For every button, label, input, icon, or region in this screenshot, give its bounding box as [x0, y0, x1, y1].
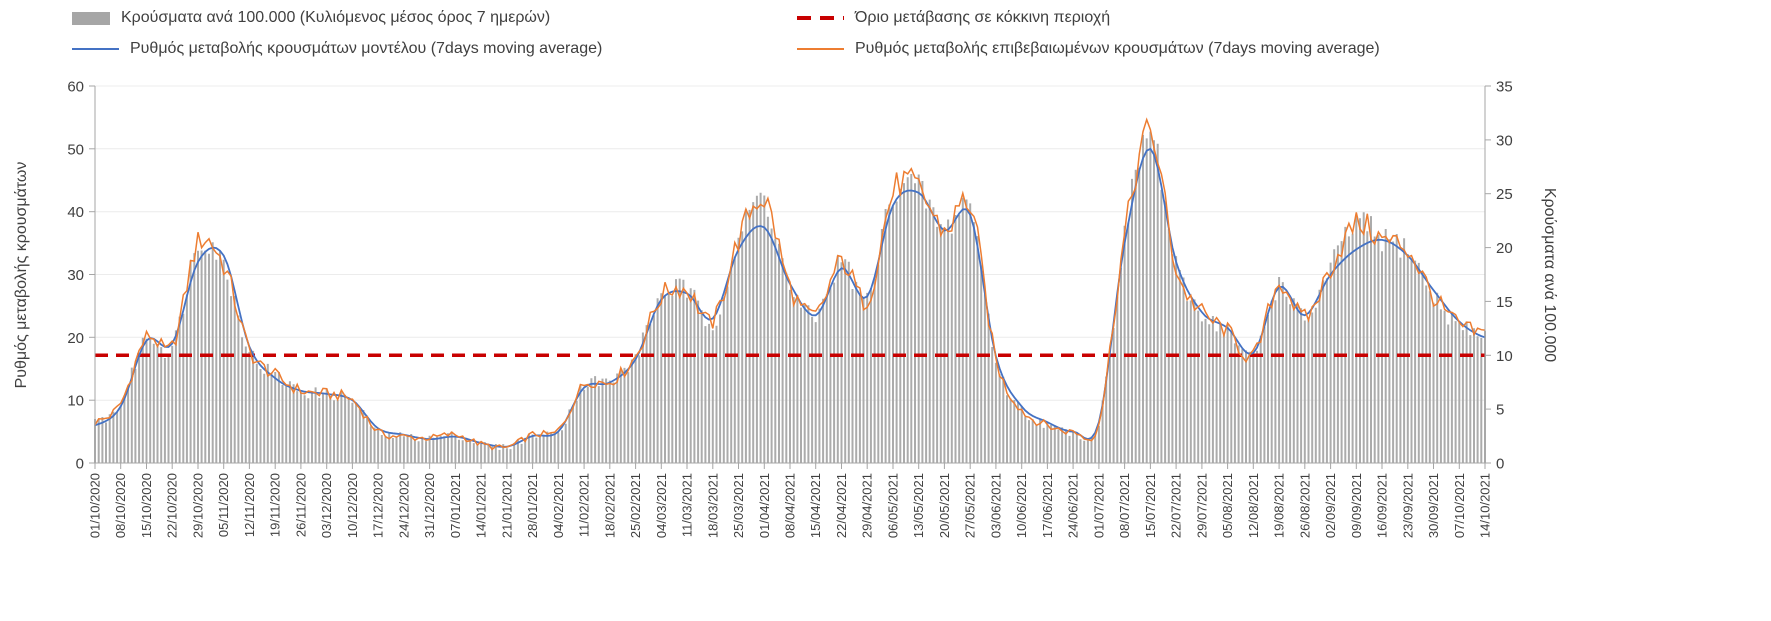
- legend-item-threshold: Όριο μετάβασης σε κόκκινη περιοχή: [797, 9, 1110, 27]
- svg-text:01/04/2021: 01/04/2021: [757, 473, 772, 538]
- cases-bars-series: [94, 131, 1486, 463]
- svg-text:02/09/2021: 02/09/2021: [1323, 473, 1338, 538]
- svg-text:08/04/2021: 08/04/2021: [783, 473, 798, 538]
- svg-text:17/06/2021: 17/06/2021: [1040, 473, 1055, 538]
- orange-line-swatch-icon: [797, 47, 844, 51]
- svg-text:18/03/2021: 18/03/2021: [705, 473, 720, 538]
- svg-text:17/12/2020: 17/12/2020: [371, 473, 386, 538]
- y-axis-left-labels: 0 10 20 30 40 50 60: [67, 79, 95, 473]
- svg-text:25/02/2021: 25/02/2021: [628, 473, 643, 538]
- y-axis-left-title: Ρυθμός μεταβολής κρουσμάτων: [13, 162, 30, 389]
- svg-text:22/07/2021: 22/07/2021: [1169, 473, 1184, 538]
- svg-text:13/05/2021: 13/05/2021: [911, 473, 926, 538]
- axis-titles: Ρυθμός μεταβολής κρουσμάτων Κρούσματα ανά…: [13, 162, 1558, 389]
- svg-text:50: 50: [67, 141, 84, 158]
- svg-text:03/06/2021: 03/06/2021: [988, 473, 1003, 538]
- svg-text:19/08/2021: 19/08/2021: [1272, 473, 1287, 538]
- svg-text:35: 35: [1496, 79, 1513, 96]
- svg-text:14/01/2021: 14/01/2021: [474, 473, 489, 538]
- legend-label-model: Ρυθμός μεταβολής κρουσμάτων μοντέλου (7d…: [130, 40, 603, 57]
- red-dash-swatch-icon: [797, 16, 844, 20]
- svg-text:23/09/2021: 23/09/2021: [1400, 473, 1415, 538]
- x-axis-labels: 01/10/2020 08/10/2020 15/10/2020 22/10/2020…: [88, 463, 1493, 538]
- svg-text:12/11/2020: 12/11/2020: [242, 473, 257, 537]
- legend-label-cases-bars: Κρούσματα ανά 100.000 (Κυλιόμενος μέσος …: [121, 9, 551, 26]
- svg-text:30/09/2021: 30/09/2021: [1426, 473, 1441, 538]
- legend-item-model: Ρυθμός μεταβολής κρουσμάτων μοντέλου (7d…: [72, 40, 602, 58]
- y-axis-right-title: Κρούσματα ανά 100.000: [1541, 188, 1558, 362]
- svg-text:22/10/2020: 22/10/2020: [165, 473, 180, 538]
- svg-text:40: 40: [67, 204, 84, 221]
- svg-text:0: 0: [76, 456, 84, 473]
- legend-label-confirmed: Ρυθμός μεταβολής επιβεβαιωμένων κρουσμάτ…: [855, 40, 1380, 57]
- svg-text:15/04/2021: 15/04/2021: [808, 473, 823, 538]
- svg-text:5: 5: [1496, 402, 1504, 419]
- svg-text:20: 20: [1496, 240, 1513, 257]
- svg-text:60: 60: [67, 79, 84, 96]
- svg-text:05/08/2021: 05/08/2021: [1220, 473, 1235, 538]
- svg-text:30: 30: [67, 267, 84, 284]
- svg-text:20: 20: [67, 330, 84, 347]
- svg-text:08/07/2021: 08/07/2021: [1117, 473, 1132, 538]
- svg-text:08/10/2020: 08/10/2020: [113, 473, 128, 538]
- svg-text:04/02/2021: 04/02/2021: [551, 473, 566, 538]
- svg-text:07/10/2021: 07/10/2021: [1452, 473, 1467, 538]
- svg-text:26/08/2021: 26/08/2021: [1297, 473, 1312, 538]
- svg-text:20/05/2021: 20/05/2021: [937, 473, 952, 538]
- svg-text:11/02/2021: 11/02/2021: [577, 473, 592, 537]
- svg-text:30: 30: [1496, 132, 1513, 149]
- y-axis-right-labels: 0 5 10 15 20 25 30 35: [1485, 79, 1513, 473]
- svg-text:10: 10: [1496, 348, 1513, 365]
- svg-text:11/03/2021: 11/03/2021: [680, 473, 695, 537]
- svg-text:29/10/2020: 29/10/2020: [191, 473, 206, 538]
- svg-text:14/10/2021: 14/10/2021: [1478, 473, 1493, 538]
- svg-text:05/11/2020: 05/11/2020: [216, 473, 231, 537]
- svg-text:24/06/2021: 24/06/2021: [1066, 473, 1081, 538]
- svg-text:01/07/2021: 01/07/2021: [1091, 473, 1106, 538]
- svg-text:29/04/2021: 29/04/2021: [860, 473, 875, 538]
- svg-text:15/07/2021: 15/07/2021: [1143, 473, 1158, 538]
- legend-item-cases-bars: Κρούσματα ανά 100.000 (Κυλιόμενος μέσος …: [72, 9, 550, 27]
- svg-text:18/02/2021: 18/02/2021: [602, 473, 617, 538]
- svg-text:25: 25: [1496, 186, 1513, 203]
- svg-text:10/06/2021: 10/06/2021: [1014, 473, 1029, 538]
- svg-text:16/09/2021: 16/09/2021: [1375, 473, 1390, 538]
- svg-text:25/03/2021: 25/03/2021: [731, 473, 746, 538]
- svg-text:21/01/2021: 21/01/2021: [499, 473, 514, 538]
- svg-text:31/12/2020: 31/12/2020: [422, 473, 437, 538]
- svg-text:03/12/2020: 03/12/2020: [319, 473, 334, 538]
- legend-label-threshold: Όριο μετάβασης σε κόκκινη περιοχή: [855, 9, 1111, 26]
- legend-item-confirmed: Ρυθμός μεταβολής επιβεβαιωμένων κρουσμάτ…: [797, 40, 1380, 58]
- svg-text:01/10/2020: 01/10/2020: [88, 473, 103, 538]
- svg-text:10: 10: [67, 393, 84, 410]
- svg-text:07/01/2021: 07/01/2021: [448, 473, 463, 538]
- svg-text:06/05/2021: 06/05/2021: [886, 473, 901, 538]
- svg-text:0: 0: [1496, 456, 1504, 473]
- gray-bar-swatch-icon: [72, 11, 110, 25]
- svg-text:10/12/2020: 10/12/2020: [345, 473, 360, 538]
- svg-text:04/03/2021: 04/03/2021: [654, 473, 669, 538]
- svg-text:22/04/2021: 22/04/2021: [834, 473, 849, 538]
- svg-text:09/09/2021: 09/09/2021: [1349, 473, 1364, 538]
- svg-text:29/07/2021: 29/07/2021: [1194, 473, 1209, 538]
- svg-text:27/05/2021: 27/05/2021: [963, 473, 978, 538]
- svg-text:28/01/2021: 28/01/2021: [525, 473, 540, 538]
- svg-text:12/08/2021: 12/08/2021: [1246, 473, 1261, 538]
- svg-text:15: 15: [1496, 294, 1513, 311]
- svg-text:26/11/2020: 26/11/2020: [293, 473, 308, 537]
- blue-line-swatch-icon: [72, 47, 119, 51]
- svg-text:15/10/2020: 15/10/2020: [139, 473, 154, 538]
- confirmed-line-series: [94, 117, 1486, 451]
- svg-text:24/12/2020: 24/12/2020: [396, 473, 411, 538]
- svg-text:19/11/2020: 19/11/2020: [268, 473, 283, 537]
